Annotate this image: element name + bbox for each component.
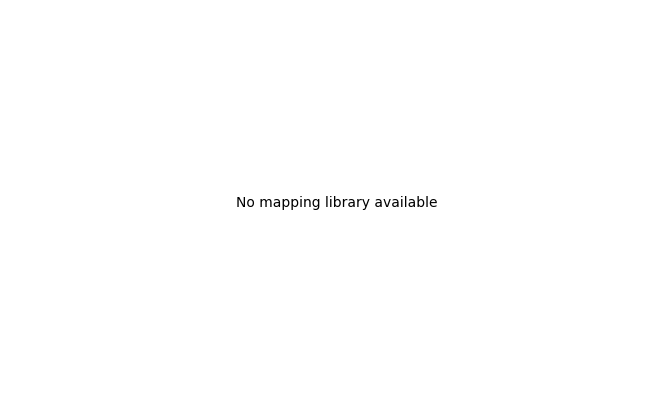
- Text: No mapping library available: No mapping library available: [236, 196, 438, 209]
